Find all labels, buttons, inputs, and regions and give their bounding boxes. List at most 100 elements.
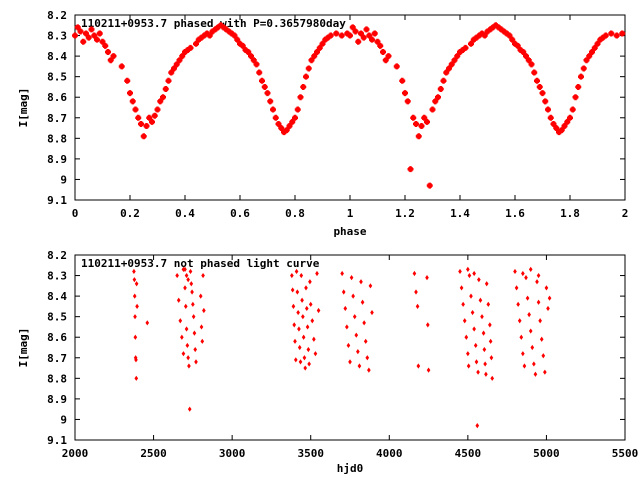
x-tick-label: 2000 xyxy=(62,447,89,460)
data-point xyxy=(469,293,473,299)
y-tick-label: 8.4 xyxy=(47,50,67,63)
data-point xyxy=(484,281,489,287)
y-tick-label: 8.6 xyxy=(47,91,67,104)
data-point xyxy=(264,90,271,97)
data-point xyxy=(340,270,344,277)
chart-title: 110211+0953.7 phased with P=0.3657980day xyxy=(81,17,346,30)
data-point xyxy=(290,287,295,293)
data-point xyxy=(134,375,139,381)
data-point xyxy=(393,63,400,70)
data-point xyxy=(362,320,366,326)
data-point xyxy=(199,324,204,330)
x-tick-label: 0 xyxy=(72,207,79,220)
data-point xyxy=(200,338,205,344)
data-point xyxy=(162,86,169,92)
data-point xyxy=(545,106,551,113)
data-point xyxy=(140,133,147,140)
data-point xyxy=(296,309,300,316)
data-point xyxy=(151,112,158,119)
data-point xyxy=(413,120,419,127)
data-point xyxy=(293,338,297,344)
data-point xyxy=(338,32,345,39)
data-point xyxy=(143,123,150,129)
data-point xyxy=(186,277,190,283)
data-point xyxy=(290,272,294,279)
data-point xyxy=(292,322,297,328)
data-point xyxy=(138,120,144,127)
data-point xyxy=(301,334,306,340)
data-point xyxy=(99,38,106,45)
data-point xyxy=(524,275,528,281)
data-point xyxy=(275,120,282,127)
chart-title: 110211+0953.7 not phased light curve xyxy=(81,257,320,270)
data-point xyxy=(360,34,367,41)
x-tick-label: 0.4 xyxy=(175,207,195,220)
data-point xyxy=(399,77,406,84)
phased-light-curve-panel: 0 0.2 0.4 0.6 0.8 1 1.2 1.4 1.6 1.8 2 8.2 8.3 8.4 8.5 8… xyxy=(17,9,628,238)
data-point xyxy=(91,32,98,39)
data-point xyxy=(319,40,326,47)
data-point xyxy=(298,359,303,365)
data-point xyxy=(267,98,274,105)
data-point xyxy=(356,349,360,355)
data-point xyxy=(509,36,516,43)
data-point xyxy=(127,90,133,97)
data-point xyxy=(541,353,546,359)
data-point xyxy=(181,351,186,357)
data-point xyxy=(426,367,431,373)
data-point xyxy=(301,314,305,320)
data-point xyxy=(466,351,470,357)
data-point xyxy=(440,77,447,84)
data-point xyxy=(488,338,493,344)
data-point xyxy=(358,30,364,37)
data-point xyxy=(561,123,568,129)
data-point xyxy=(371,30,378,37)
data-point xyxy=(193,40,199,47)
x-tick-label: 1.8 xyxy=(560,207,580,220)
y-tick-label: 8.3 xyxy=(47,30,67,43)
data-point xyxy=(363,338,368,344)
data-point xyxy=(302,355,307,361)
data-point xyxy=(459,285,464,291)
data-point xyxy=(558,127,565,134)
data-point xyxy=(467,272,472,279)
data-point xyxy=(351,293,355,299)
data-point xyxy=(536,272,541,279)
data-point xyxy=(191,301,195,307)
data-point xyxy=(348,359,352,365)
data-point xyxy=(472,326,476,332)
data-point xyxy=(297,344,302,351)
data-point xyxy=(245,49,252,55)
data-point xyxy=(589,49,595,55)
data-point xyxy=(316,307,321,314)
data-point xyxy=(314,49,320,55)
data-point xyxy=(312,336,316,342)
data-point xyxy=(306,346,311,353)
data-point xyxy=(129,98,136,105)
data-point xyxy=(513,268,517,275)
data-point xyxy=(173,61,180,68)
y-tick-label: 8.2 xyxy=(47,9,67,22)
data-point xyxy=(175,272,179,279)
data-point xyxy=(546,305,550,312)
y-tick-label: 8.7 xyxy=(47,112,67,125)
data-point xyxy=(475,423,480,429)
data-point xyxy=(132,293,137,299)
data-point xyxy=(253,61,260,68)
data-point xyxy=(536,299,541,305)
data-point xyxy=(310,318,315,324)
data-point xyxy=(473,342,478,349)
data-point xyxy=(289,118,296,125)
data-point xyxy=(506,32,513,39)
data-point xyxy=(295,289,300,295)
data-point xyxy=(132,268,136,275)
data-point xyxy=(380,49,386,55)
data-point xyxy=(547,295,552,301)
data-point xyxy=(382,57,389,64)
data-point xyxy=(313,351,318,357)
data-point xyxy=(410,114,417,121)
data-point xyxy=(327,32,334,39)
y-tick-label: 8.3 xyxy=(47,270,67,283)
data-point xyxy=(462,44,469,51)
